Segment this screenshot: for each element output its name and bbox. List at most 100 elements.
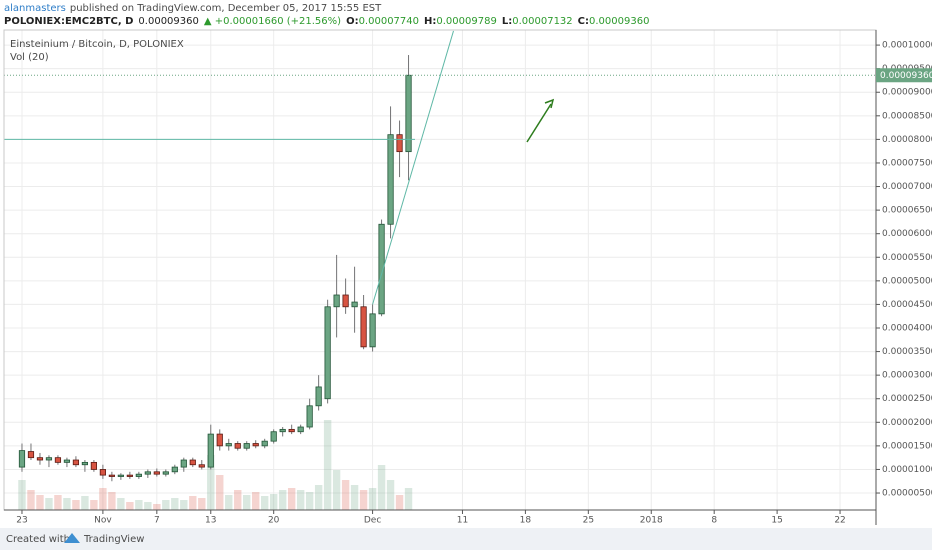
volume-bar — [269, 494, 278, 510]
footer-bar — [0, 528, 932, 550]
volume-bar — [180, 500, 188, 510]
volume-bar — [90, 500, 98, 510]
volume-bar — [261, 496, 269, 510]
footer-brand[interactable]: TradingView — [83, 534, 144, 545]
volume-bar — [386, 480, 395, 510]
volume-title: Vol (20) — [10, 52, 49, 63]
candle-layer — [18, 55, 412, 482]
volume-bar — [350, 485, 359, 510]
x-tick-label: 13 — [205, 516, 216, 526]
candle-body — [306, 405, 313, 428]
change: ▲ +0.00001660 (+21.56%) — [204, 16, 341, 27]
candle-body — [108, 474, 115, 477]
drawings — [4, 30, 876, 305]
y-tick-label: 0.00007500 — [882, 158, 932, 168]
candle-body — [351, 301, 358, 308]
x-tick-label: 7 — [154, 516, 160, 526]
candle-body — [405, 74, 412, 153]
x-tick-label: 15 — [771, 516, 782, 526]
volume-bar — [252, 492, 260, 510]
y-tick-label: 0.00002000 — [882, 418, 932, 428]
x-tick-label: 25 — [583, 516, 594, 526]
y-tick-label: 0.00008000 — [882, 135, 932, 145]
price: 0.00009360 — [138, 16, 198, 27]
candle-body — [333, 294, 340, 308]
ohlc-value: 0.00007740 — [359, 16, 419, 27]
symbol: POLONIEX:EMC2BTC, D — [4, 16, 133, 27]
candle-body — [252, 443, 259, 447]
candle-body — [99, 469, 106, 476]
x-tick-label: 20 — [268, 516, 280, 526]
candle-body — [360, 306, 367, 348]
candle-body — [297, 426, 304, 433]
y-tick-label: 0.00004000 — [882, 323, 932, 333]
volume-bar — [27, 490, 35, 510]
y-tick-label: 0.00001000 — [882, 465, 932, 475]
volume-bar — [216, 475, 224, 510]
volume-bar — [207, 455, 215, 510]
volume-bar — [198, 498, 206, 510]
candle-body — [126, 474, 133, 477]
volume-bar — [278, 490, 287, 510]
candle-body — [18, 450, 26, 468]
volume-bar — [395, 495, 404, 510]
volume-bar — [243, 495, 251, 510]
candle-body — [153, 471, 160, 475]
y-tick-label: 0.00007000 — [882, 182, 932, 192]
y-tick-label: 0.00006000 — [882, 229, 932, 239]
trend-line — [372, 30, 454, 305]
ohlc-label: H: — [424, 16, 436, 27]
y-tick-label: 0.00000500 — [882, 489, 932, 499]
volume-bar — [189, 496, 197, 510]
volume-bar — [332, 470, 341, 510]
header-line-1: alanmasters published on TradingView.com,… — [4, 3, 382, 14]
volume-bar — [368, 488, 377, 510]
volume-bar — [81, 496, 89, 510]
volume-bar — [323, 420, 332, 510]
candle-body — [27, 451, 35, 459]
candle-body — [72, 459, 80, 466]
candle-body — [369, 313, 376, 348]
candle-body — [315, 386, 322, 407]
volume-bar — [314, 485, 323, 510]
candle-body — [216, 433, 223, 447]
volume-bar — [108, 492, 116, 510]
y-tick-label: 0.00005500 — [882, 253, 932, 263]
y-tick-label: 0.00002500 — [882, 394, 932, 404]
candle-body — [378, 223, 385, 315]
candle-body — [63, 459, 71, 463]
y-tick-label: 0.00003500 — [882, 347, 932, 357]
candle-body — [162, 471, 169, 475]
x-tick-label: 23 — [16, 516, 27, 526]
candle-body — [36, 457, 44, 461]
ohlc-label: O: — [346, 16, 359, 27]
volume-bar — [126, 502, 134, 510]
volume-bar — [117, 498, 125, 510]
candle-body — [396, 134, 403, 153]
volume-bar — [99, 488, 107, 510]
volume-bar — [135, 500, 143, 510]
candle-body — [117, 474, 124, 477]
volume-bar — [18, 480, 26, 510]
volume-bar — [54, 495, 62, 510]
candle-body — [279, 428, 286, 433]
y-tick-label: 0.00005000 — [882, 276, 932, 286]
x-tick-label: Nov — [94, 516, 112, 526]
y-tick-label: 0.00006500 — [882, 206, 932, 216]
header-line-2: POLONIEX:EMC2BTC, D 0.00009360 ▲ +0.000016… — [4, 16, 649, 27]
volume-bar — [225, 495, 233, 510]
grid — [4, 30, 876, 510]
candle-body — [270, 431, 277, 442]
volume-bar — [234, 490, 242, 510]
candle-body — [45, 457, 53, 461]
y-tick-label: 0.00003000 — [882, 371, 932, 381]
candle-body — [144, 471, 151, 475]
last-price-label: 0.00009360 — [880, 71, 932, 81]
x-tick-label: 11 — [457, 516, 468, 526]
author: alanmasters — [4, 3, 66, 14]
x-tick-label: 18 — [520, 516, 532, 526]
volume-bar — [287, 488, 296, 510]
last-price-tag — [876, 68, 932, 83]
